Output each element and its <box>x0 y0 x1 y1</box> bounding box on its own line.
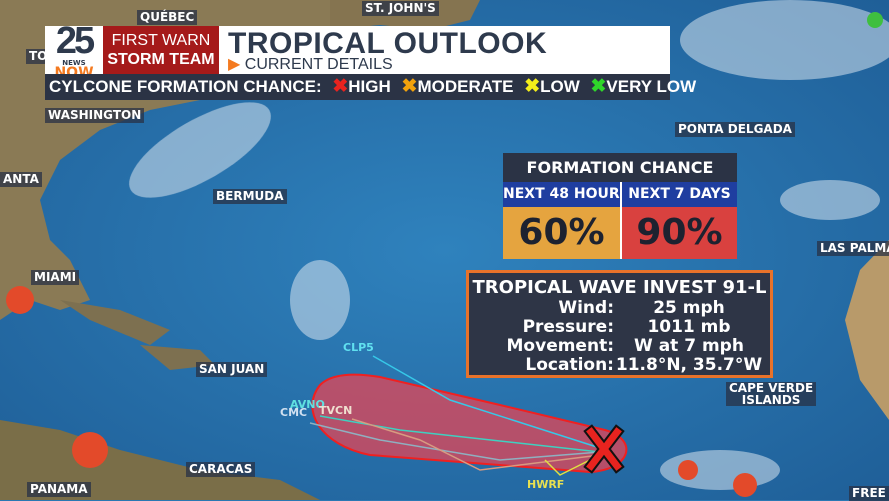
info-row-movement: Movement: W at 7 mph <box>469 337 770 356</box>
page-title: TROPICAL OUTLOOK <box>228 27 548 60</box>
model-label-avno: AVNO <box>290 398 325 411</box>
city-label-toronto: TO <box>26 49 51 64</box>
page-subtitle: ▶ CURRENT DETAILS <box>228 54 393 74</box>
convection-cells <box>6 12 883 497</box>
info-value: 1011 mb <box>647 317 731 337</box>
x-icon: ✖ <box>401 76 418 97</box>
subtitle-text: CURRENT DETAILS <box>244 56 393 73</box>
legend-label: CYLCONE FORMATION CHANCE: <box>49 77 322 96</box>
info-value: 11.8°N, 35.7°W <box>615 355 763 375</box>
period-value: 90% <box>620 207 737 259</box>
info-row-location: Location: 11.8°N, 35.7°W <box>469 356 770 375</box>
legend-item-high: HIGH <box>348 77 391 96</box>
city-label-washington: WASHINGTON <box>45 108 145 123</box>
brand-line2: STORM TEAM <box>107 51 215 68</box>
formation-48h: NEXT 48 HOURS 60% <box>503 182 630 259</box>
cape-verde-line1: CAPE VERDE <box>729 381 814 395</box>
city-label-atlanta: ANTA <box>0 172 42 187</box>
city-label-cape-verde: CAPE VERDE ISLANDS <box>726 381 817 407</box>
model-label-cmc: CMC <box>280 406 308 419</box>
x-icon: ✖ <box>590 76 607 97</box>
info-key: Pressure: <box>522 317 614 337</box>
africa-land <box>845 240 889 420</box>
info-key: Wind: <box>558 298 614 318</box>
invest-x-icon <box>583 424 625 474</box>
model-label-clp5: CLP5 <box>343 341 374 354</box>
track-clp5 <box>372 355 601 449</box>
cuba-land <box>60 300 170 345</box>
city-label-bermuda: BERMUDA <box>213 189 287 204</box>
period-label: NEXT 7 DAYS <box>620 182 737 207</box>
model-tracks <box>309 355 601 476</box>
formation-7d: NEXT 7 DAYS 90% <box>620 182 737 259</box>
info-row-pressure: Pressure: 1011 mb <box>469 318 770 337</box>
station-logo: 25 NEWS NOW <box>45 20 103 80</box>
track-hwrf <box>544 454 601 476</box>
logo-news: NEWS <box>62 59 86 67</box>
city-label-freetown: FREE <box>849 486 889 501</box>
city-label-ponta-delgada: PONTA DELGADA <box>675 122 795 137</box>
legend-item-very-low: VERY LOW <box>606 77 697 96</box>
logo-number: 25 <box>55 20 95 62</box>
city-label-caracas: CARACAS <box>186 462 256 477</box>
info-key: Movement: <box>506 336 614 356</box>
legend-item-moderate: MODERATE <box>417 77 514 96</box>
storm-name: TROPICAL WAVE INVEST 91-L <box>472 277 767 298</box>
info-key: Location: <box>525 355 614 375</box>
city-label-miami: MIAMI <box>31 270 80 285</box>
x-icon: ✖ <box>524 76 541 97</box>
storm-team-badge: FIRST WARN STORM TEAM <box>103 26 219 74</box>
track-avno <box>319 415 601 453</box>
model-label-tvcn: TVCN <box>319 404 353 417</box>
period-value: 60% <box>503 207 620 259</box>
formation-chance-panel: FORMATION CHANCE NEXT 48 HOURS 60% NEXT 7… <box>503 153 737 259</box>
info-value: W at 7 mph <box>634 336 744 356</box>
legend-item-low: LOW <box>540 77 580 96</box>
city-label-san-juan: SAN JUAN <box>196 362 268 377</box>
city-label-panama: PANAMA <box>27 482 91 497</box>
city-label-las-palmas: LAS PALMA <box>817 241 889 256</box>
period-label: NEXT 48 HOURS <box>503 182 630 207</box>
info-value: 25 mph <box>653 298 725 318</box>
city-label-quebec: QUÉBEC <box>137 10 198 25</box>
model-label-hwrf: HWRF <box>527 478 565 491</box>
formation-legend: CYLCONE FORMATION CHANCE: ✖HIGH ✖MODERAT… <box>45 74 696 100</box>
info-row-wind: Wind: 25 mph <box>469 299 770 318</box>
city-label-st-johns: ST. JOHN'S <box>362 1 439 16</box>
brand-line1: FIRST WARN <box>111 32 211 49</box>
play-triangle-icon: ▶ <box>228 56 241 73</box>
storm-info-panel: TROPICAL WAVE INVEST 91-L Wind: 25 mph Pr… <box>466 270 773 378</box>
formation-chance-title: FORMATION CHANCE <box>503 153 737 182</box>
cape-verde-line2: ISLANDS <box>741 393 801 407</box>
x-icon: ✖ <box>332 76 349 97</box>
track-tvcn <box>351 418 601 471</box>
